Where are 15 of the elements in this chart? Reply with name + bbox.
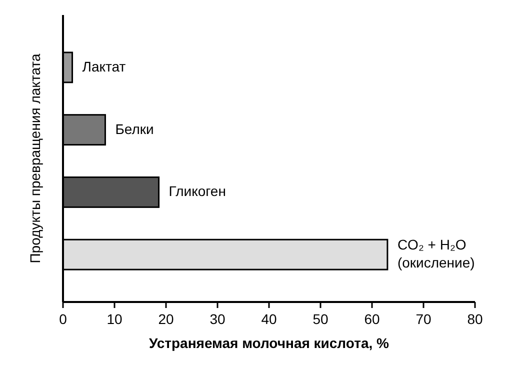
y-axis-title: Продукты превращения лактата xyxy=(27,54,43,264)
x-tick-label: 80 xyxy=(467,311,483,327)
y-tick-label: Лактат xyxy=(82,58,126,74)
y-tick-label: CO₂ + H₂O (окисление) xyxy=(397,236,475,270)
x-axis-title: Устраняемая молочная кислота, % xyxy=(149,335,390,351)
x-tick-label: 60 xyxy=(364,311,380,327)
x-tick-label: 40 xyxy=(261,311,277,327)
x-tick-label: 20 xyxy=(158,311,174,327)
y-tick-label: Гликоген xyxy=(168,182,226,199)
x-tick-label: 0 xyxy=(59,311,68,327)
x-tick-label: 10 xyxy=(106,311,122,327)
y-tick-label: Белки xyxy=(115,120,154,137)
x-tick-label: 70 xyxy=(416,311,432,327)
x-tick-label: 30 xyxy=(210,311,226,327)
x-tick-label: 50 xyxy=(312,311,328,327)
